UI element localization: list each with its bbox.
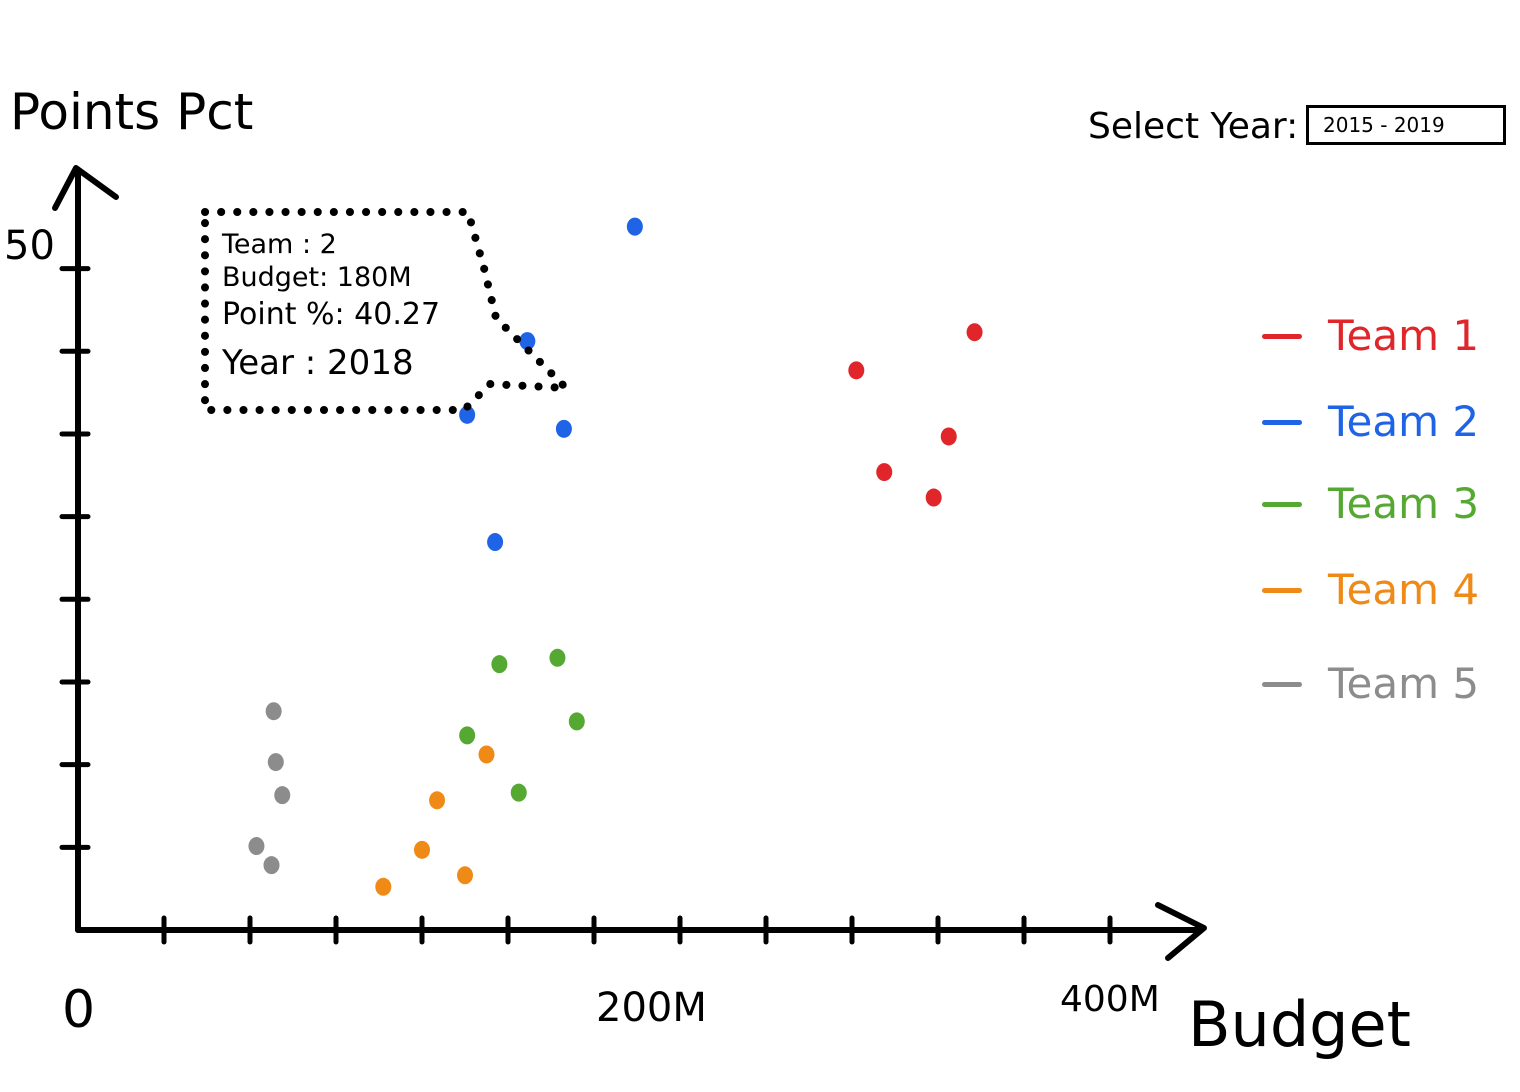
point-team-5-4 (267, 753, 284, 772)
axis-ticks (59, 266, 1113, 945)
legend-item-team-1[interactable]: Team 1 (1262, 308, 1479, 364)
point-team-1-5 (966, 323, 983, 342)
legend-item-team-5[interactable]: Team 5 (1262, 656, 1479, 712)
axes (52, 165, 1207, 961)
point-team-2-2 (487, 533, 504, 552)
legend-label-team-2: Team 2 (1328, 397, 1480, 446)
point-team-4-4 (457, 866, 473, 885)
point-team-1-2 (876, 463, 893, 482)
x-tick-label-200m: 200M (596, 985, 707, 1031)
point-team-2-3 (519, 332, 536, 351)
legend-swatch-team-2 (1262, 419, 1302, 425)
x-origin-label: 0 (62, 980, 96, 1040)
legend-label-team-1: Team 1 (1328, 311, 1480, 360)
point-team-5-2 (263, 856, 280, 875)
tooltip-budget: Budget: 180M (222, 262, 412, 293)
x-tick-label-400m: 400M (1060, 979, 1160, 1020)
legend-swatch-team-1 (1262, 333, 1302, 339)
point-team-3-5 (568, 712, 585, 731)
legend-swatch-team-4 (1262, 587, 1302, 593)
point-team-3-3 (510, 783, 527, 802)
legend-swatch-team-5 (1262, 681, 1302, 687)
legend-label-team-4: Team 4 (1328, 565, 1480, 614)
tooltip-outline (201, 208, 570, 414)
point-team-4-5 (478, 745, 495, 764)
select-year-label: Select Year: (1088, 106, 1299, 147)
tooltip-team: Team : 2 (222, 229, 337, 260)
point-team-2-1 (459, 405, 476, 424)
legend-label-team-3: Team 3 (1328, 479, 1480, 528)
data-points (248, 217, 983, 896)
point-team-4-1 (375, 877, 392, 896)
legend-label-team-5: Team 5 (1328, 659, 1480, 708)
y-axis-title: Points Pct (10, 83, 254, 141)
point-team-3-2 (491, 655, 508, 674)
legend-item-team-2[interactable]: Team 2 (1262, 394, 1479, 450)
point-team-5-5 (274, 786, 291, 805)
point-team-2-5 (626, 217, 643, 236)
point-team-1-4 (940, 427, 957, 446)
point-team-4-2 (414, 840, 430, 859)
point-team-1-1 (848, 361, 865, 380)
legend-swatch-team-3 (1262, 501, 1302, 507)
tooltip-bubble (201, 208, 570, 414)
tooltip-year: Year : 2018 (222, 343, 414, 383)
point-team-5-3 (265, 702, 282, 721)
point-team-5-1 (248, 837, 265, 856)
point-team-3-1 (459, 726, 476, 745)
y-tick-label-50: 50 (4, 223, 55, 269)
point-team-3-4 (549, 648, 566, 667)
x-axis-arrowhead (1155, 902, 1207, 961)
point-team-2-4 (555, 419, 572, 438)
point-team-1-3 (925, 488, 942, 507)
tooltip-points: Point %: 40.27 (222, 297, 441, 332)
point-team-4-3 (429, 791, 446, 810)
x-axis-title: Budget (1188, 988, 1411, 1061)
y-axis-arrowhead (52, 165, 119, 211)
legend-item-team-3[interactable]: Team 3 (1262, 476, 1479, 532)
legend-item-team-4[interactable]: Team 4 (1262, 562, 1479, 618)
year-select[interactable]: 2015 - 2019 (1306, 105, 1506, 145)
